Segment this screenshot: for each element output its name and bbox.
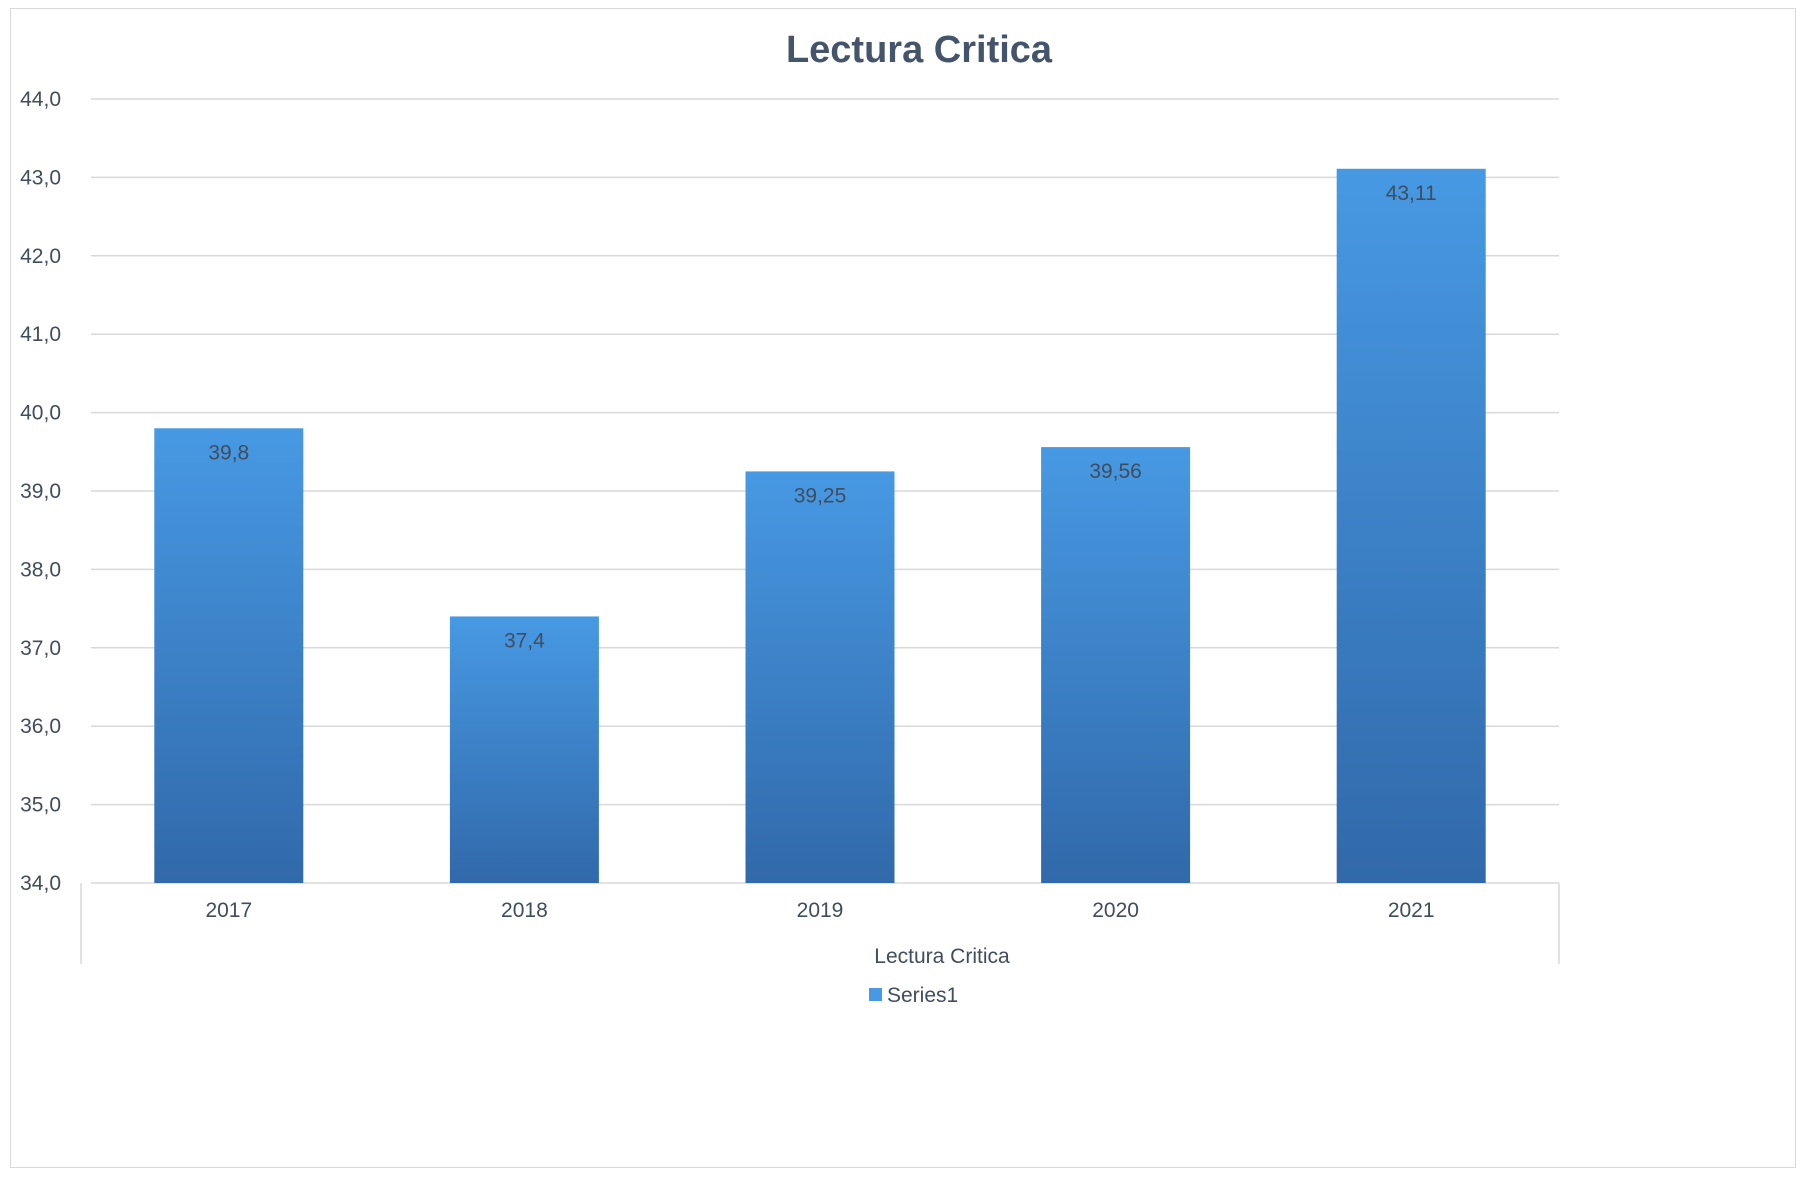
x-tick-label-2018: 2018 — [501, 899, 548, 922]
y-tick-label: 41,0 — [20, 323, 61, 346]
data-label-2018: 37,4 — [504, 629, 545, 652]
data-label-2017: 39,8 — [208, 441, 249, 464]
data-label-2019: 39,25 — [794, 484, 847, 507]
y-tick-label: 34,0 — [20, 872, 61, 895]
bar-2018[interactable] — [449, 616, 599, 883]
y-tick-label: 42,0 — [20, 245, 61, 268]
chart-frame: Lectura Critica 34,0 35,0 36,0 37,0 38,0 39,0… — [10, 8, 1796, 1168]
chart-title: Lectura Critica — [786, 29, 1053, 71]
data-label-2020: 39,56 — [1089, 460, 1142, 483]
x-tick-label-2020: 2020 — [1092, 899, 1139, 922]
y-tick-label: 40,0 — [20, 402, 61, 425]
axis-lines — [80, 883, 1560, 964]
bars — [154, 168, 1486, 883]
y-tick-label: 35,0 — [20, 794, 61, 817]
x-axis-tick-labels: 2017 2018 2019 2020 2021 — [205, 899, 1434, 922]
y-tick-label: 38,0 — [20, 558, 61, 581]
bar-2019[interactable] — [745, 471, 895, 883]
x-tick-label-2019: 2019 — [797, 899, 844, 922]
bar-chart: Lectura Critica 34,0 35,0 36,0 37,0 38,0 39,0… — [20, 29, 1560, 1007]
bar-2020[interactable] — [1041, 447, 1191, 883]
legend-swatch — [869, 988, 882, 1001]
legend-label: Series1 — [887, 984, 958, 1007]
data-labels: 39,8 37,4 39,25 39,56 43,11 — [208, 182, 1436, 653]
y-tick-label: 43,0 — [20, 166, 61, 189]
legend[interactable]: Series1 — [869, 984, 958, 1007]
y-tick-label: 39,0 — [20, 480, 61, 503]
y-tick-label: 44,0 — [20, 88, 61, 111]
x-tick-label-2017: 2017 — [205, 899, 252, 922]
x-tick-label-2021: 2021 — [1388, 899, 1435, 922]
x-axis-title: Lectura Critica — [874, 945, 1010, 968]
y-tick-label: 36,0 — [20, 715, 61, 738]
data-label-2021: 43,11 — [1386, 182, 1437, 205]
y-axis-tick-labels: 34,0 35,0 36,0 37,0 38,0 39,0 40,0 41,0 42,0 43,0… — [20, 88, 61, 895]
y-tick-label: 37,0 — [20, 637, 61, 660]
bar-2021[interactable] — [1336, 168, 1486, 883]
bar-2017[interactable] — [154, 428, 304, 883]
